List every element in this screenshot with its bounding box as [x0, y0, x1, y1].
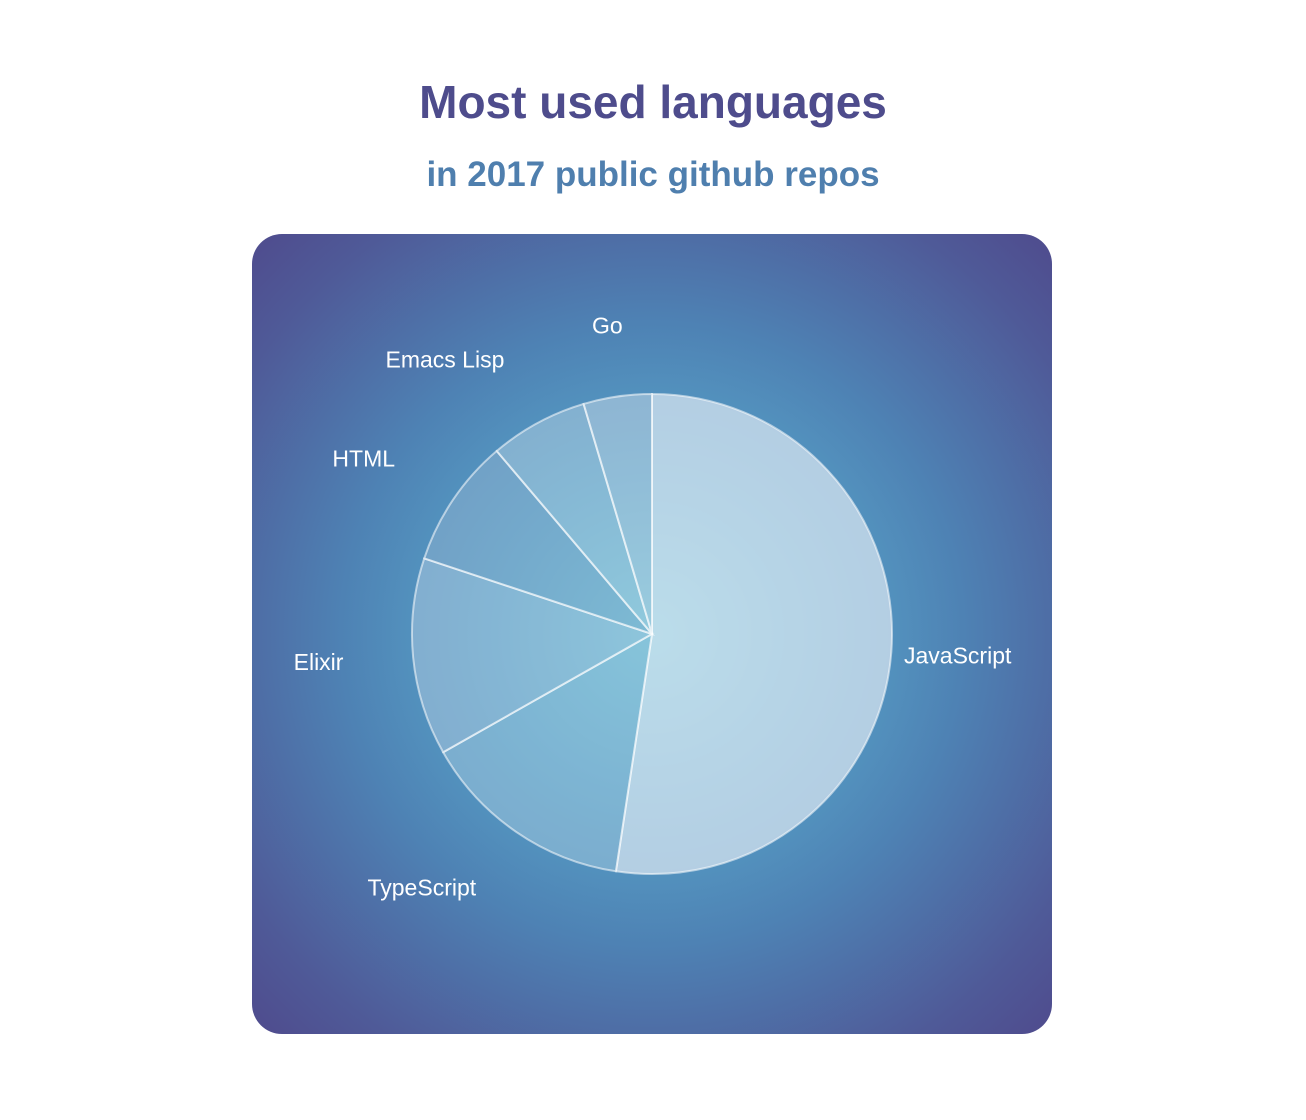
- pie-label-emacs-lisp: Emacs Lisp: [385, 346, 504, 372]
- pie-slice-elixir: [411, 557, 655, 754]
- pie-chart: JavaScript TypeScript Elixir HTML Emacs Lisp…: [294, 312, 1012, 900]
- chart-title: Most used languages: [419, 76, 887, 128]
- pie-label-html: HTML: [332, 446, 395, 472]
- pie-label-elixir: Elixir: [294, 649, 344, 675]
- pie-slice-typescript: [441, 632, 654, 873]
- chart-subtitle: in 2017 public github repos: [426, 155, 880, 194]
- pie-slice-html: [422, 449, 656, 637]
- pie-label-go: Go: [592, 312, 623, 338]
- pie-labels: JavaScript TypeScript Elixir HTML Emacs Lisp…: [294, 312, 1012, 900]
- pie-slices: [411, 392, 893, 875]
- pie-slice-go: [582, 392, 653, 635]
- pie-slice-javascript: [614, 392, 893, 875]
- pie-label-javascript: JavaScript: [904, 642, 1012, 668]
- pie-label-typescript: TypeScript: [367, 874, 476, 900]
- chart-card: JavaScript TypeScript Elixir HTML Emacs Lisp…: [252, 234, 1052, 1034]
